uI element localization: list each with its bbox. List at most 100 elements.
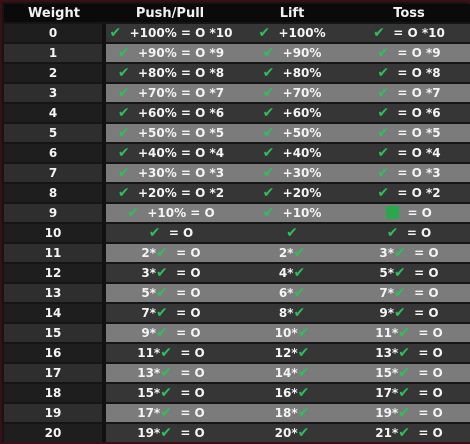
push-pull-cell: ✔ +60% = O *6: [104, 102, 236, 122]
table-row: 11 2*✔ = O 2*✔ 3*✔ = O: [4, 242, 470, 262]
checkmark-icon: ✔: [377, 185, 390, 201]
weight-cell: 20: [4, 422, 104, 442]
push-pull-cell: ✔ +100% = O *10: [104, 22, 236, 42]
push-pull-cell: 17*✔ = O: [104, 402, 236, 422]
toss-cell: 15*✔ = O: [348, 362, 470, 382]
checkmark-icon: ✔: [297, 425, 310, 441]
weight-cell: 9: [4, 202, 104, 222]
weight-cell: 17: [4, 362, 104, 382]
checkmark-icon: ✔: [286, 225, 298, 241]
table-row: 10 ✔ = O ✔ ✔ = O: [4, 222, 470, 242]
push-pull-cell: ✔ +20% = O *2: [104, 182, 236, 202]
push-pull-value: +90% = O *9: [137, 46, 225, 60]
checkmark-icon: ✔: [117, 185, 130, 201]
lift-cell: ✔: [236, 222, 348, 242]
push-pull-cell: 2*✔ = O: [104, 242, 236, 262]
checkmark-icon: ✔: [394, 285, 406, 301]
weight-cell: 10: [4, 222, 104, 242]
push-pull-value: +70% = O *7: [137, 86, 225, 100]
lift-cell: ✔ +50%: [236, 122, 348, 142]
toss-cell: = O: [348, 202, 470, 222]
toss-value: = O: [418, 346, 443, 360]
push-pull-value: +100% = O *10: [129, 26, 233, 40]
weight-cell: 16: [4, 342, 104, 362]
toss-cell: ✔ = O *7: [348, 82, 470, 102]
push-pull-cell: ✔ +80% = O *8: [104, 62, 236, 82]
push-pull-value: +40% = O *4: [137, 146, 225, 160]
push-pull-value: = O: [176, 266, 201, 280]
weight-cell: 12: [4, 262, 104, 282]
weight-cell: 8: [4, 182, 104, 202]
lift-cell: ✔ +40%: [236, 142, 348, 162]
header-lift: Lift: [236, 4, 348, 22]
checkmark-icon: ✔: [156, 245, 168, 261]
push-pull-value: +80% = O *8: [137, 66, 225, 80]
lift-cell: 4*✔: [236, 262, 348, 282]
checkmark-icon: ✔: [297, 345, 310, 361]
checkmark-icon: ✔: [297, 325, 310, 341]
lift-value: +30%: [282, 166, 322, 180]
push-pull-value: = O: [168, 226, 194, 240]
toss-prefix: 19*: [375, 406, 399, 420]
checkmark-icon: ✔: [160, 385, 172, 401]
toss-value: = O *3: [397, 166, 441, 180]
push-pull-value: = O: [180, 386, 205, 400]
table-row: 2 ✔ +80% = O *8 ✔ +80% ✔ = O *8: [4, 62, 470, 82]
toss-value: = O: [414, 306, 439, 320]
checkmark-icon: ✔: [394, 305, 406, 321]
lift-cell: 20*✔: [236, 422, 348, 442]
checkmark-icon: ✔: [117, 85, 130, 101]
table-row: 14 7*✔ = O 8*✔ 9*✔ = O: [4, 302, 470, 322]
toss-cell: 9*✔ = O: [348, 302, 470, 322]
toss-value: = O *6: [397, 106, 441, 120]
push-pull-cell: ✔ +70% = O *7: [104, 82, 236, 102]
checkmark-icon: ✔: [258, 25, 271, 41]
checkmark-icon: ✔: [262, 105, 275, 121]
checkmark-icon: ✔: [117, 65, 130, 81]
push-pull-cell: 11*✔ = O: [104, 342, 236, 362]
checkmark-icon: ✔: [398, 385, 410, 401]
checkmark-icon: ✔: [377, 125, 390, 141]
checkmark-icon: ✔: [160, 405, 172, 421]
push-pull-value: +30% = O *3: [137, 166, 225, 180]
push-pull-value: = O: [180, 406, 205, 420]
checkmark-icon: ✔: [398, 345, 410, 361]
checkmark-icon: ✔: [117, 145, 130, 161]
checkmark-icon: ✔: [156, 325, 168, 341]
lift-cell: ✔ +100%: [236, 22, 348, 42]
toss-value: = O *8: [397, 66, 441, 80]
toss-value: = O: [418, 386, 443, 400]
header-toss: Toss: [348, 4, 470, 22]
toss-value: = O *2: [397, 186, 441, 200]
checkmark-icon: ✔: [398, 425, 410, 441]
table-row: 0 ✔ +100% = O *10 ✔ +100% ✔ = O *10: [4, 22, 470, 42]
checkmark-icon: ✔: [377, 45, 390, 61]
checkmark-icon: ✔: [373, 25, 385, 41]
checkmark-icon: ✔: [386, 225, 399, 241]
toss-value: = O: [414, 286, 439, 300]
push-pull-value: +20% = O *2: [137, 186, 225, 200]
checkmark-icon: ✔: [156, 285, 168, 301]
checkmark-icon: ✔: [262, 205, 275, 221]
checkmark-icon: ✔: [293, 245, 306, 261]
checkmark-icon: ✔: [160, 365, 172, 381]
toss-cell: ✔ = O *8: [348, 62, 470, 82]
lift-cell: ✔ +30%: [236, 162, 348, 182]
lift-cell: 2*✔: [236, 242, 348, 262]
push-pull-prefix: 15*: [137, 386, 161, 400]
table-row: 19 17*✔ = O 18*✔ 19*✔ = O: [4, 402, 470, 422]
square-icon: [386, 206, 400, 219]
lift-cell: ✔ +20%: [236, 182, 348, 202]
weight-cell: 13: [4, 282, 104, 302]
toss-cell: 7*✔ = O: [348, 282, 470, 302]
toss-cell: ✔ = O *6: [348, 102, 470, 122]
lift-prefix: 8*: [278, 306, 294, 320]
toss-value: = O: [418, 426, 443, 440]
checkmark-icon: ✔: [394, 245, 406, 261]
header-push-pull: Push/Pull: [104, 4, 236, 22]
table-row: 6 ✔ +40% = O *4 ✔ +40% ✔ = O *4: [4, 142, 470, 162]
weight-cell: 15: [4, 322, 104, 342]
toss-cell: ✔ = O *4: [348, 142, 470, 162]
lift-prefix: 10*: [274, 326, 298, 340]
